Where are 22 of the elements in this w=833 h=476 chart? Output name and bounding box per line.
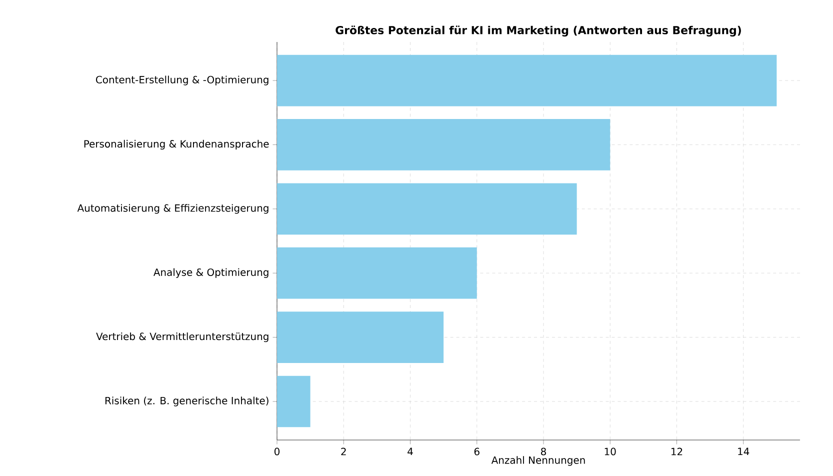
y-tick-label: Content-Erstellung & -Optimierung xyxy=(96,76,268,86)
chart-title: Größtes Potenzial für KI im Marketing (Antworten aus Befragung) xyxy=(336,26,741,36)
bar xyxy=(277,312,444,363)
x-tick-label: 12 xyxy=(672,448,682,456)
x-tick-label: 10 xyxy=(604,448,616,456)
y-tick-label: Risiken (z. B. generische Inhalte) xyxy=(105,396,268,406)
x-tick-label: 0 xyxy=(274,448,280,456)
y-tick-label: Vertrieb & Vermittlerunterstützung xyxy=(96,332,268,342)
y-tick-label: Automatisierung & Effizienzsteigerung xyxy=(77,204,268,214)
y-tick-label: Analyse & Optimierung xyxy=(153,268,268,278)
x-tick-label: 14 xyxy=(738,448,750,456)
x-tick-label: 4 xyxy=(408,448,413,456)
bar xyxy=(277,376,310,428)
bar xyxy=(277,247,477,299)
bar xyxy=(277,54,777,106)
x-tick-label: 6 xyxy=(474,448,480,456)
bar xyxy=(277,183,577,235)
x-tick-label: 2 xyxy=(341,448,346,456)
x-axis-title: Anzahl Nennungen xyxy=(491,456,585,466)
bar xyxy=(277,119,610,170)
y-tick-label: Personalisierung & Kundenansprache xyxy=(84,140,269,150)
x-tick-label: 8 xyxy=(541,448,546,456)
